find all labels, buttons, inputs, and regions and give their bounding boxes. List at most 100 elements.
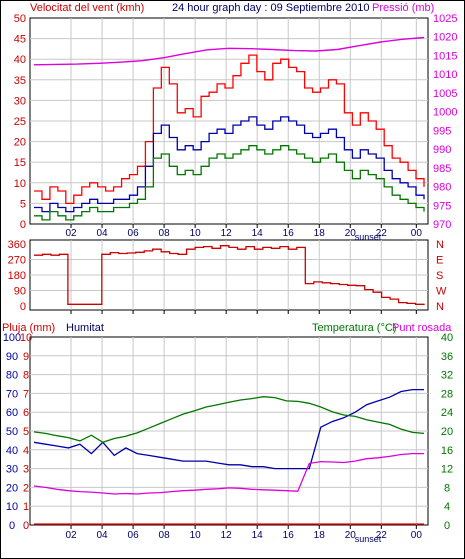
wind-y-tick-label: 5 [20, 198, 26, 210]
rain-y-tick-label: 8 [23, 370, 29, 382]
direction-series-line [34, 245, 425, 306]
wind-speed-axis-title: Velocitat del vent (kmh) [30, 2, 144, 14]
direction-y-tick-label: 90 [14, 286, 26, 298]
rht-x-tick-label: 22 [376, 530, 388, 541]
wind-y-tick-label: 45 [14, 34, 26, 46]
rht-temperature-series-line [33, 396, 425, 444]
pressure-y-tick-label: 975 [433, 200, 451, 212]
temperature-y-tick-label: 32 [441, 370, 453, 382]
wind-x-tick-label: 06 [128, 228, 140, 239]
rht-x-tick-label: 10 [190, 530, 202, 541]
rht-dew_point-series-line [33, 452, 424, 495]
pressure-y-tick-label: 970 [433, 219, 451, 231]
pressure-y-tick-label: 1025 [433, 13, 457, 25]
rht-humidity-series-line [33, 388, 424, 470]
wind-y-tick-label: 30 [14, 95, 26, 107]
rht-x-tick-label: 18 [314, 530, 326, 541]
temperature-y-tick-label: 36 [441, 351, 453, 363]
dew-point-axis-title: Punt rosada [392, 322, 452, 334]
wind-x-tick-label: 02 [65, 228, 77, 239]
direction-y-tick-label: 180 [8, 270, 26, 282]
humidity-y-tick-label: 70 [6, 388, 18, 400]
rht-x-tick-label: 20 [345, 530, 357, 541]
humidity-y-tick-label: 50 [6, 426, 18, 438]
temperature-axis-title: Temperatura (°C) [312, 322, 396, 334]
direction-compass-label: N [436, 301, 444, 313]
direction-y-tick-label: 270 [8, 255, 26, 267]
wind-y-tick-label: 40 [14, 54, 26, 66]
pressure-y-tick-label: 1020 [433, 32, 457, 44]
rht-x-tick-label: 08 [159, 530, 171, 541]
graph-title: 24 hour graph day : 09 Septiembre 2010 [172, 2, 370, 14]
rain-y-tick-label: 5 [23, 426, 29, 438]
rht-x-tick-label: 16 [283, 530, 295, 541]
direction-compass-label: N [436, 239, 444, 251]
rht-x-tick-label: 14 [252, 530, 264, 541]
temperature-y-tick-label: 40 [441, 332, 453, 344]
wind-y-tick-label: 50 [14, 13, 26, 25]
humidity-y-tick-label: 0 [9, 520, 15, 532]
temperature-y-tick-label: 24 [441, 407, 453, 419]
humidity-y-tick-label: 30 [6, 464, 18, 476]
wind-x-tick-label: 20 [345, 228, 357, 239]
wind-x-tick-label: 04 [96, 228, 108, 239]
wind-sunset-label: sunset [355, 232, 382, 242]
pressure-y-tick-label: 1015 [433, 50, 457, 62]
rain-y-tick-label: 1 [23, 501, 29, 513]
rht-x-tick-label: 02 [65, 530, 77, 541]
temperature-y-tick-label: 8 [444, 482, 450, 494]
wind-y-tick-label: 20 [14, 137, 26, 149]
humidity-y-tick-label: 80 [6, 370, 18, 382]
wind-average-series-line [34, 116, 425, 213]
direction-y-tick-label: 360 [8, 239, 26, 251]
wind-x-tick-label: 00 [411, 228, 423, 239]
rht-x-tick-label: 00 [411, 530, 423, 541]
rht-x-tick-label: 12 [221, 530, 233, 541]
humidity-y-tick-label: 100 [3, 332, 21, 344]
rain-y-tick-label: 0 [23, 520, 29, 532]
rain-y-tick-label: 2 [23, 482, 29, 494]
pressure-y-tick-label: 995 [433, 125, 451, 137]
temperature-y-tick-label: 16 [441, 445, 453, 457]
temperature-y-tick-label: 0 [444, 520, 450, 532]
wind-y-tick-label: 10 [14, 178, 26, 190]
humidity-y-tick-label: 60 [6, 407, 18, 419]
rain-y-tick-label: 3 [23, 464, 29, 476]
rht-x-tick-label: 06 [128, 530, 140, 541]
wind-gust-series-line [34, 54, 425, 205]
pressure-y-tick-label: 985 [433, 163, 451, 175]
pressure-axis-title: Pressió (mb) [372, 2, 434, 14]
wind-y-tick-label: 15 [14, 157, 26, 169]
rain-axis-title: Pluja (mm) [2, 322, 55, 334]
wind-y-tick-label: 0 [20, 219, 26, 231]
rht-x-tick-label: 04 [96, 530, 108, 541]
rain-y-tick-label: 4 [23, 445, 29, 457]
pressure-y-tick-label: 1000 [433, 107, 457, 119]
pressure-y-tick-label: 1010 [433, 69, 457, 81]
temperature-y-tick-label: 4 [444, 501, 450, 513]
rain-y-tick-label: 9 [23, 351, 29, 363]
wind-x-tick-label: 14 [252, 228, 264, 239]
chart-layers: 0510152025303540455097097598098599099510… [3, 13, 458, 544]
humidity-y-tick-label: 20 [6, 482, 18, 494]
rain-y-tick-label: 6 [23, 407, 29, 419]
pressure-series-line [33, 36, 425, 66]
wind-x-tick-label: 08 [159, 228, 171, 239]
wind-y-tick-label: 35 [14, 75, 26, 87]
humidity-axis-title: Humitat [66, 322, 104, 334]
pressure-y-tick-label: 980 [433, 182, 451, 194]
direction-compass-label: S [436, 270, 443, 282]
humidity-y-tick-label: 90 [6, 351, 18, 363]
wind-x-tick-label: 22 [376, 228, 388, 239]
pressure-y-tick-label: 1005 [433, 88, 457, 100]
wind-x-tick-label: 18 [314, 228, 326, 239]
wind-minimum-series-line [34, 145, 425, 221]
direction-compass-label: W [436, 286, 447, 298]
humidity-y-tick-label: 10 [6, 501, 18, 513]
rain-y-tick-label: 7 [23, 388, 29, 400]
rht-sunset-label: sunset [355, 534, 382, 544]
temperature-y-tick-label: 12 [441, 464, 453, 476]
direction-compass-label: E [436, 255, 443, 267]
